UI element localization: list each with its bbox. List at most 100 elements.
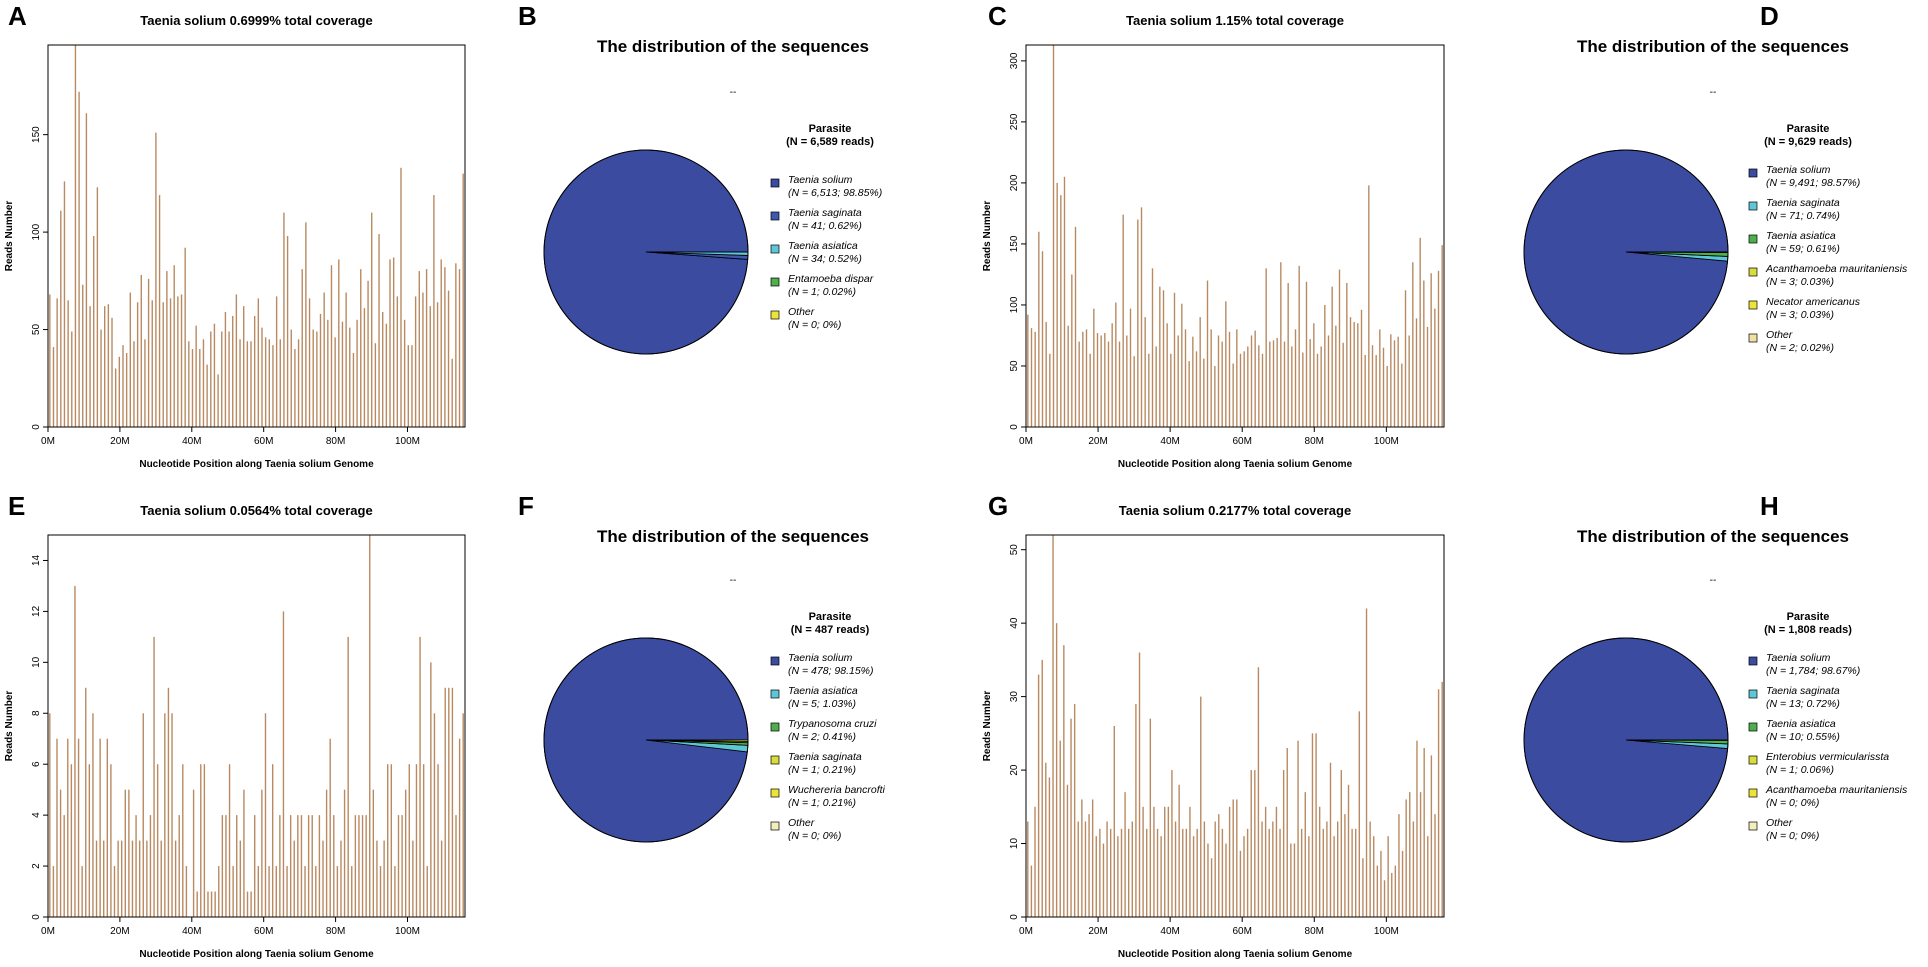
bar bbox=[52, 866, 55, 917]
bar bbox=[149, 815, 152, 917]
bar bbox=[92, 713, 94, 917]
bar bbox=[297, 339, 300, 427]
bar bbox=[318, 815, 321, 917]
bar bbox=[385, 323, 388, 427]
bar bbox=[363, 308, 366, 427]
bar bbox=[1398, 814, 1400, 917]
bar bbox=[340, 840, 342, 917]
bar bbox=[236, 815, 238, 917]
bar bbox=[451, 358, 453, 427]
bar bbox=[1250, 335, 1253, 427]
panel-letter: G bbox=[988, 491, 1008, 521]
bar bbox=[397, 815, 400, 917]
bar bbox=[1315, 733, 1317, 917]
x-tick-label: 0M bbox=[1019, 926, 1033, 937]
bar bbox=[1221, 341, 1223, 427]
bar bbox=[1142, 806, 1144, 917]
bar bbox=[422, 292, 424, 427]
bar bbox=[408, 764, 410, 917]
legend-stat: (N = 34; 0.52%) bbox=[788, 253, 862, 265]
bar bbox=[95, 840, 98, 917]
bar bbox=[257, 298, 260, 427]
bar bbox=[345, 292, 347, 427]
bar bbox=[401, 815, 403, 917]
legend-stat: (N = 0; 0%) bbox=[788, 830, 841, 842]
bar bbox=[1355, 828, 1357, 917]
bar bbox=[1441, 681, 1443, 917]
bar bbox=[1441, 245, 1443, 427]
x-tick-label: 60M bbox=[254, 926, 273, 937]
pie-title: The distribution of the sequences bbox=[1577, 37, 1849, 56]
bar bbox=[167, 687, 170, 917]
bar bbox=[214, 891, 216, 917]
bar bbox=[1207, 843, 1209, 917]
x-tick-label: 40M bbox=[182, 926, 201, 937]
legend-swatch bbox=[770, 689, 780, 699]
y-tick-label: 150 bbox=[1009, 235, 1020, 252]
bar bbox=[99, 738, 101, 917]
bar bbox=[1124, 792, 1126, 917]
bar bbox=[1178, 784, 1180, 917]
chart-title: Taenia solium 0.6999% total coverage bbox=[140, 13, 372, 28]
y-tick-label: 250 bbox=[1009, 113, 1020, 130]
bar bbox=[1375, 354, 1377, 427]
bar bbox=[129, 292, 131, 427]
legend-stat: (N = 1,784; 98.67%) bbox=[1766, 665, 1860, 677]
bar bbox=[125, 352, 128, 427]
bar bbox=[1243, 351, 1245, 427]
bar bbox=[1387, 836, 1389, 917]
panel-c: C Taenia solium 1.15% total coverage 0M 20M… bbox=[982, 1, 1445, 470]
bar bbox=[1357, 323, 1359, 427]
bar bbox=[1373, 836, 1375, 917]
legend-label: Trypanosoma cruzi bbox=[788, 718, 877, 730]
bar bbox=[433, 195, 435, 427]
bar bbox=[447, 290, 450, 427]
bar bbox=[103, 840, 105, 917]
bar bbox=[444, 267, 446, 427]
bar bbox=[387, 764, 389, 917]
bar bbox=[239, 840, 242, 917]
bar bbox=[394, 866, 396, 917]
bar bbox=[279, 815, 281, 917]
panel-f: F The distribution of the sequences -- Para… bbox=[518, 491, 886, 843]
legend-title: Parasite bbox=[809, 123, 852, 135]
chart-title: Taenia solium 0.2177% total coverage bbox=[1119, 503, 1351, 518]
y-tick-label: 10 bbox=[1009, 838, 1020, 850]
bar bbox=[85, 113, 88, 428]
bar bbox=[1073, 703, 1076, 917]
bar bbox=[311, 815, 313, 917]
bar bbox=[325, 789, 328, 917]
pie-outline bbox=[543, 637, 749, 843]
bar bbox=[1151, 268, 1154, 427]
bar bbox=[389, 259, 391, 427]
bar bbox=[70, 764, 73, 917]
bar bbox=[1045, 322, 1047, 427]
legend-label: Other bbox=[1766, 817, 1793, 829]
bar bbox=[297, 815, 299, 917]
bar bbox=[1041, 251, 1044, 427]
panel-letter: C bbox=[988, 1, 1007, 31]
legend-stat: (N = 1; 0.06%) bbox=[1766, 764, 1834, 776]
bar bbox=[382, 312, 384, 427]
bar bbox=[336, 866, 339, 917]
pie-title: The distribution of the sequences bbox=[597, 37, 869, 56]
bar bbox=[283, 212, 285, 427]
bar bbox=[1239, 850, 1242, 917]
y-axis-label: Reads Number bbox=[4, 691, 15, 762]
panel-letter: A bbox=[8, 1, 27, 31]
x-tick-label: 100M bbox=[395, 926, 420, 937]
bar bbox=[369, 535, 371, 917]
panel-h: H The distribution of the sequences -- Para… bbox=[1523, 491, 1908, 843]
bar bbox=[1380, 850, 1382, 917]
bar bbox=[1316, 353, 1319, 427]
bar bbox=[156, 764, 159, 917]
bar bbox=[1294, 329, 1297, 427]
legend-label: Taenia asiatica bbox=[1766, 230, 1836, 242]
legend-swatch bbox=[770, 722, 780, 732]
bar bbox=[1160, 836, 1162, 917]
bar bbox=[1302, 352, 1304, 427]
bar bbox=[56, 298, 58, 427]
bar bbox=[1088, 814, 1090, 917]
bar bbox=[264, 337, 267, 427]
bar bbox=[1164, 806, 1166, 917]
